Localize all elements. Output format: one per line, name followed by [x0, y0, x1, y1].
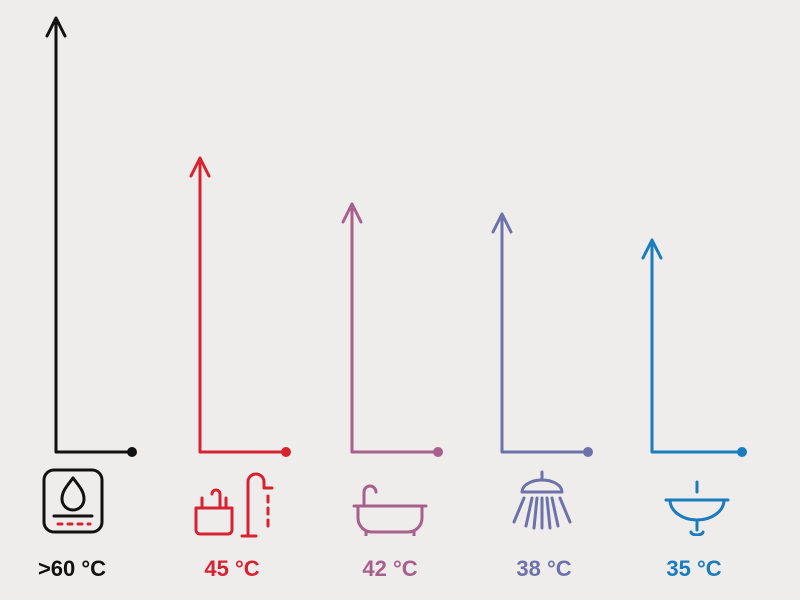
boiler-label: >60 °C [38, 556, 106, 582]
kitchen-label: 45 °C [204, 556, 259, 582]
sink-label: 35 °C [666, 556, 721, 582]
shower-arrow [490, 210, 600, 464]
boiler-arrow [44, 14, 144, 464]
bathtub-icon [350, 480, 430, 536]
shower-label: 38 °C [516, 556, 571, 582]
sink-arrow [640, 236, 754, 464]
boiler-icon [42, 464, 104, 538]
kitchen-icon [190, 468, 280, 538]
bathtub-arrow [340, 200, 450, 464]
sink-icon [660, 478, 734, 536]
kitchen-arrow [188, 154, 298, 464]
temperature-infographic: >60 °C 45 °C 42 °C 38 °C 35 °C [0, 0, 800, 600]
shower-icon [504, 468, 580, 538]
bathtub-label: 42 °C [362, 556, 417, 582]
